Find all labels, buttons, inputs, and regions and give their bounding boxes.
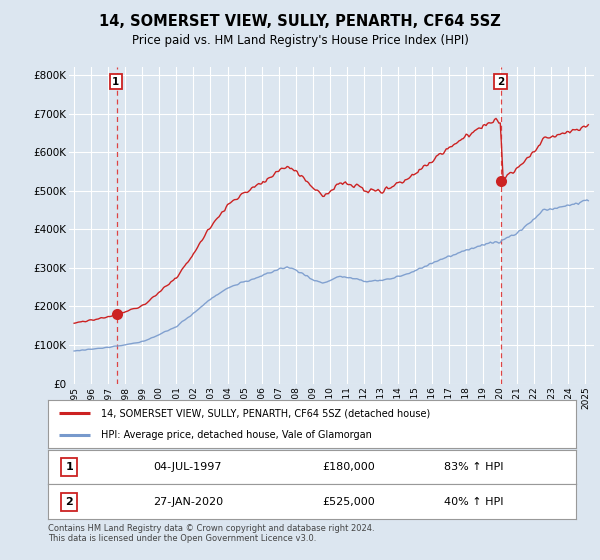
Text: 2: 2 [65,497,73,507]
Text: 14, SOMERSET VIEW, SULLY, PENARTH, CF64 5SZ: 14, SOMERSET VIEW, SULLY, PENARTH, CF64 … [99,14,501,29]
Text: 1: 1 [65,462,73,472]
Text: Contains HM Land Registry data © Crown copyright and database right 2024.
This d: Contains HM Land Registry data © Crown c… [48,524,374,543]
Text: 83% ↑ HPI: 83% ↑ HPI [444,462,503,472]
Text: 14, SOMERSET VIEW, SULLY, PENARTH, CF64 5SZ (detached house): 14, SOMERSET VIEW, SULLY, PENARTH, CF64 … [101,408,430,418]
Text: 40% ↑ HPI: 40% ↑ HPI [444,497,503,507]
Text: 1: 1 [112,77,119,87]
Text: £525,000: £525,000 [323,497,376,507]
Text: 04-JUL-1997: 04-JUL-1997 [154,462,222,472]
Text: 27-JAN-2020: 27-JAN-2020 [154,497,224,507]
Text: HPI: Average price, detached house, Vale of Glamorgan: HPI: Average price, detached house, Vale… [101,430,371,440]
Text: 2: 2 [497,77,504,87]
Text: £180,000: £180,000 [323,462,376,472]
Text: Price paid vs. HM Land Registry's House Price Index (HPI): Price paid vs. HM Land Registry's House … [131,34,469,46]
